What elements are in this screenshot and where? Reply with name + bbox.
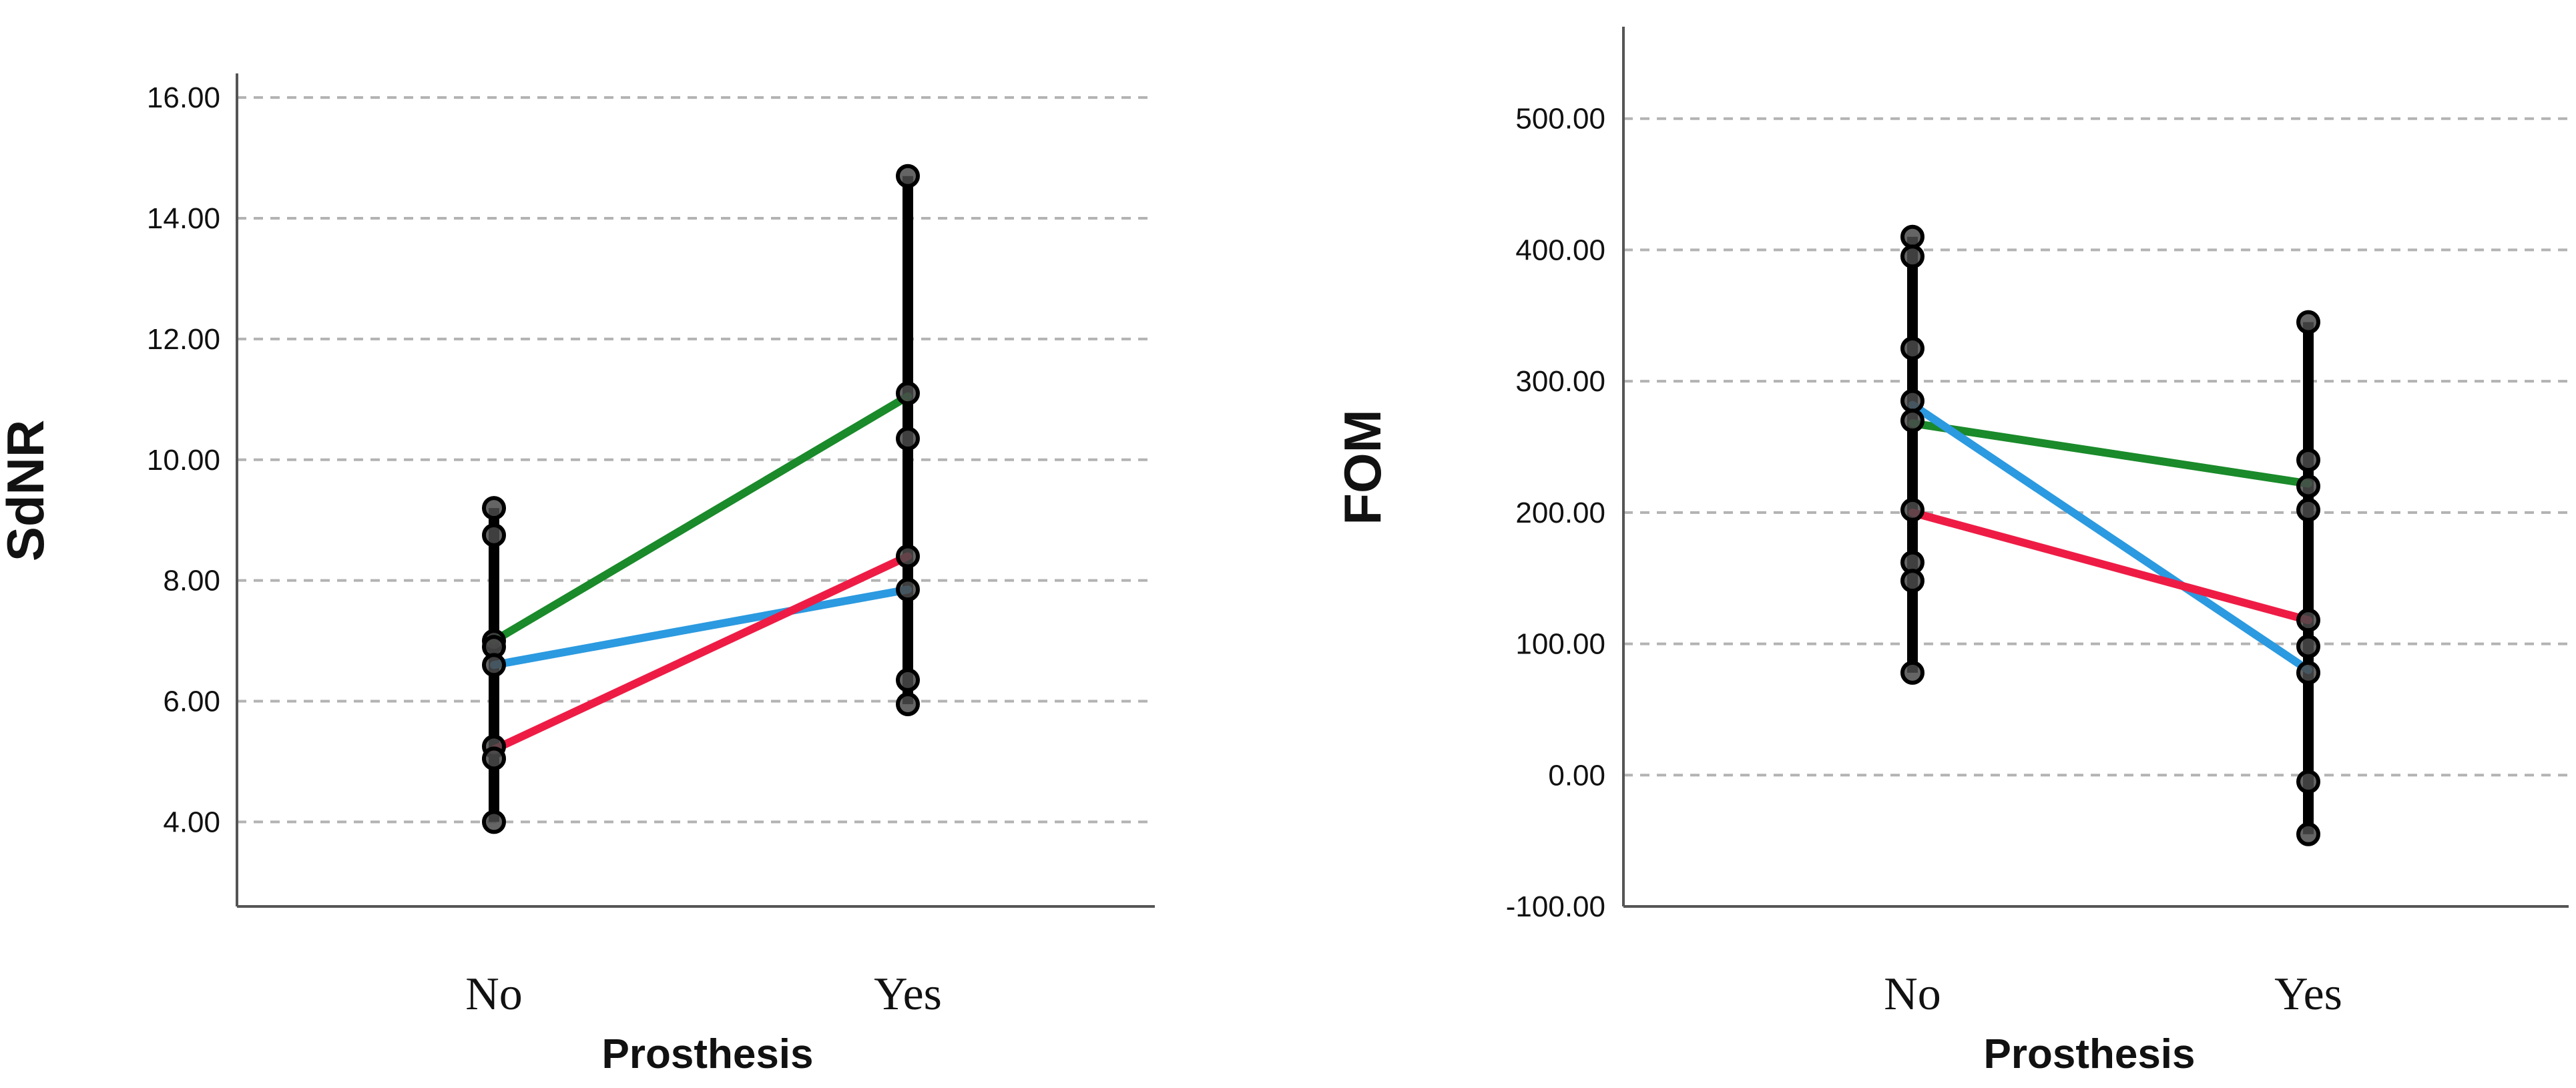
y-tick-label: 300.00 bbox=[1515, 365, 1605, 398]
data-point bbox=[2296, 474, 2320, 499]
y-tick-label: 6.00 bbox=[163, 686, 220, 718]
y-tick-label: 16.00 bbox=[147, 81, 220, 114]
data-point bbox=[2296, 497, 2320, 522]
y-tick-label: 4.00 bbox=[163, 806, 220, 838]
data-point bbox=[896, 692, 920, 717]
data-point bbox=[2296, 770, 2320, 794]
data-point bbox=[896, 164, 920, 188]
data-point bbox=[1900, 409, 1924, 433]
x-axis-title: Prosthesis bbox=[601, 1031, 813, 1077]
y-tick-label: -100.00 bbox=[1506, 890, 1605, 923]
data-point bbox=[1900, 569, 1924, 593]
x-axis-title: Prosthesis bbox=[1983, 1031, 2195, 1077]
data-point bbox=[482, 653, 506, 677]
data-point bbox=[896, 544, 920, 569]
y-tick-label: 200.00 bbox=[1515, 497, 1605, 529]
data-point bbox=[2296, 608, 2320, 633]
y-tick-label: 500.00 bbox=[1515, 103, 1605, 135]
series-line-2 bbox=[1908, 508, 2312, 625]
data-point bbox=[482, 523, 506, 547]
fom-chart: -100.00 0.00 100.00 200.00 300.00 400.00 500.0… bbox=[1333, 27, 2569, 1077]
data-point bbox=[2296, 660, 2320, 685]
data-point bbox=[2296, 310, 2320, 334]
data-point bbox=[482, 496, 506, 521]
y-axis-title: SdNR bbox=[0, 420, 55, 561]
y-tick-label: 10.00 bbox=[147, 444, 220, 477]
series-line-1 bbox=[1908, 400, 2312, 674]
data-point bbox=[482, 746, 506, 771]
x-category-label: No bbox=[1884, 969, 1941, 1020]
series-line-0 bbox=[490, 392, 912, 645]
series-line-0 bbox=[1908, 419, 2312, 488]
y-tick-label: 14.00 bbox=[147, 202, 220, 235]
data-point bbox=[1900, 244, 1924, 269]
data-point bbox=[1900, 497, 1924, 522]
sdnr-chart: 4.00 6.00 8.00 10.00 12.00 14.00 16.00 SdNR No Ye… bbox=[0, 73, 1155, 1077]
series-line-2 bbox=[490, 552, 912, 754]
data-point bbox=[1900, 660, 1924, 685]
y-tick-label: 400.00 bbox=[1515, 234, 1605, 266]
y-axis-title: FOM bbox=[1333, 409, 1392, 525]
data-point bbox=[896, 381, 920, 406]
series-line-1 bbox=[490, 585, 912, 669]
y-tick-label: 12.00 bbox=[147, 323, 220, 356]
data-point bbox=[2296, 634, 2320, 659]
y-tick-label: 0.00 bbox=[1548, 759, 1605, 792]
data-point bbox=[482, 810, 506, 834]
x-category-label: No bbox=[465, 969, 523, 1020]
y-tick-label: 8.00 bbox=[163, 565, 220, 597]
data-point bbox=[2296, 822, 2320, 846]
x-category-label: Yes bbox=[2274, 969, 2342, 1020]
data-point bbox=[1900, 388, 1924, 413]
data-point bbox=[896, 577, 920, 602]
data-point bbox=[896, 667, 920, 692]
data-point bbox=[1900, 336, 1924, 360]
y-tick-label: 100.00 bbox=[1515, 628, 1605, 661]
data-point bbox=[2296, 448, 2320, 473]
data-point bbox=[1900, 224, 1924, 249]
x-category-label: Yes bbox=[874, 969, 942, 1020]
data-point bbox=[896, 427, 920, 451]
